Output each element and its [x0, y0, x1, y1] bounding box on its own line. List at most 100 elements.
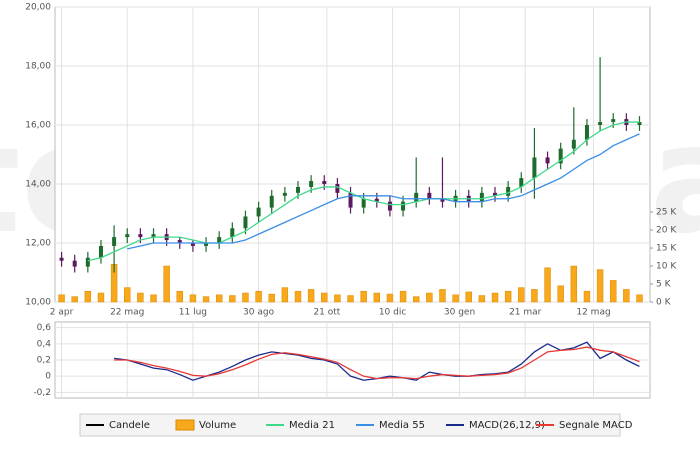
x-tick-label: 10 dic — [379, 308, 407, 318]
volume-bar — [321, 292, 328, 303]
x-tick-label: 22 mag — [110, 308, 144, 318]
candle-body — [519, 178, 524, 187]
y-tick-label: 20,00 — [25, 3, 51, 13]
volume-bar — [58, 294, 65, 303]
candle-body — [611, 119, 616, 123]
volume-bar — [478, 295, 486, 303]
volume-bar — [439, 289, 446, 303]
candle-body — [243, 216, 248, 229]
candle-body — [479, 192, 484, 202]
legend-label: Volume — [199, 420, 236, 431]
volume-bar — [229, 295, 236, 303]
y2-tick-label: 20 K — [656, 226, 677, 236]
volume-bar — [176, 290, 183, 303]
line-series — [87, 121, 640, 262]
candle-body — [387, 201, 392, 211]
candle-body — [269, 195, 274, 208]
candle-body — [532, 157, 537, 179]
y2-tick-label: 10 K — [656, 262, 677, 272]
volume-bar — [137, 292, 144, 303]
candle-body — [295, 186, 300, 193]
y-tick-label: 18,00 — [25, 62, 51, 72]
y-tick-label: 0 — [45, 372, 51, 382]
volume-bar — [583, 290, 591, 303]
candle-body — [322, 181, 327, 184]
candle-body — [59, 257, 64, 261]
y-tick-label: 0,2 — [37, 356, 51, 366]
line-series — [114, 346, 640, 380]
volume-bar — [334, 294, 341, 303]
volume-bar — [150, 294, 157, 303]
candle-body — [151, 234, 156, 238]
x-tick-label: 30 gen — [444, 308, 475, 318]
candle-body — [256, 207, 261, 217]
candle-body — [85, 257, 90, 267]
line-series — [127, 133, 640, 250]
volume-bar — [623, 289, 630, 303]
x-tick-label: 12 mag — [576, 308, 610, 318]
plot-area — [54, 6, 651, 303]
y-tick-label: 0,6 — [37, 323, 52, 333]
candle-body — [427, 192, 432, 199]
volume-bar — [360, 290, 367, 303]
legend-label: Segnale MACD — [559, 420, 633, 431]
legend-label: Media 55 — [379, 420, 425, 431]
legend-box — [79, 413, 621, 437]
candle-body — [414, 192, 419, 202]
volume-bar — [97, 292, 105, 303]
legend: Candele Volume Media 21 Media 55 MACD(26,12,… — [86, 419, 633, 431]
volume-bar — [255, 290, 262, 303]
y-tick-label: -0,2 — [33, 388, 51, 398]
candle-body — [440, 198, 445, 202]
volume-bar — [386, 293, 394, 303]
candle-body — [177, 240, 182, 243]
volume-bar — [242, 292, 249, 303]
candle-body — [401, 201, 406, 211]
candle-body — [558, 148, 563, 164]
x-tick-label: 11 lug — [179, 308, 207, 318]
volume-bar — [557, 285, 564, 303]
legend-label: Candele — [109, 420, 150, 431]
y-tick-label: 10,00 — [25, 298, 51, 308]
candle-body — [493, 192, 498, 196]
legend-label: MACD(26,12,9) — [469, 420, 545, 431]
volume-bar — [268, 293, 275, 303]
candle-body — [112, 237, 117, 246]
volume-bar — [202, 296, 210, 303]
volume-bar — [399, 290, 407, 303]
volume-bar — [636, 294, 643, 303]
volume-bar — [71, 296, 78, 303]
volume-bar — [610, 280, 617, 303]
volume-bar — [189, 294, 197, 303]
volume-bar — [281, 287, 289, 303]
volume-bar — [531, 289, 538, 303]
x-tick-label: 30 ago — [243, 308, 275, 318]
y2-tick-label: 5 K — [656, 280, 672, 290]
y-tick-label: 16,00 — [25, 121, 51, 131]
candle-body — [348, 192, 353, 208]
volume-bar — [452, 294, 459, 303]
volume-bar — [426, 292, 433, 303]
volume-bar — [596, 269, 604, 303]
y2-tick-label: 0 K — [656, 298, 672, 308]
candle-body — [506, 186, 511, 196]
y-tick-label: 12,00 — [25, 239, 51, 249]
candle-body — [571, 139, 576, 149]
volume-bar — [504, 290, 512, 303]
legend-label: Media 21 — [289, 420, 335, 431]
candle-body — [125, 234, 130, 238]
candle-body — [230, 228, 235, 238]
volume-bar — [84, 290, 92, 303]
volume-bar — [215, 294, 223, 303]
candle-body — [217, 237, 222, 243]
candle-body — [361, 198, 366, 208]
volume-bar — [518, 287, 525, 303]
volume-bar — [163, 265, 170, 303]
volume-bar — [491, 292, 499, 303]
candle-body — [72, 260, 77, 267]
y-tick-label: 0,4 — [37, 339, 52, 349]
candle-body — [98, 245, 103, 258]
candle-body — [309, 181, 314, 187]
candle-body — [545, 157, 550, 164]
y2-tick-label: 15 K — [656, 244, 677, 254]
